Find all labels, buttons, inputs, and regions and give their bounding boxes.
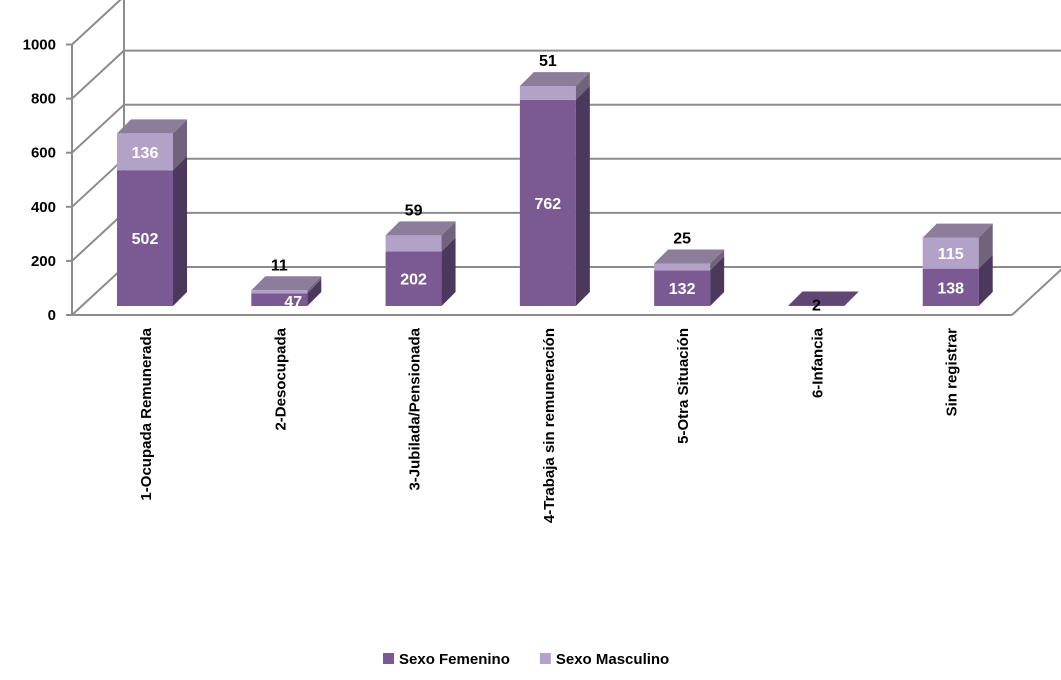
- y-axis: 0 200 400 600 800 1000: [23, 37, 72, 324]
- data-label: 138: [937, 280, 964, 297]
- bar-segment-side: [710, 249, 725, 271]
- gridline-side: [71, 158, 125, 208]
- bar-segment-front: [654, 270, 711, 306]
- bar-segment-front: [251, 293, 308, 306]
- bar-segment-front: [117, 170, 173, 306]
- bar-segment-side: [307, 279, 322, 306]
- bar-segment-side: [173, 119, 187, 171]
- legend-swatch: [383, 653, 394, 664]
- data-label: 115: [938, 246, 964, 263]
- data-label: 132: [669, 281, 696, 298]
- x-category-label: 3-Jubilada/Pensionada: [407, 327, 424, 490]
- y-tick-label: 200: [31, 253, 56, 270]
- bar-segment-front: [922, 268, 979, 306]
- bar-segment-front: [788, 305, 845, 306]
- x-category-label: 2-Desocupada: [272, 327, 289, 430]
- bar-segment-side: [844, 291, 859, 306]
- data-label: 59: [405, 202, 423, 219]
- legend: Sexo Femenino Sexo Masculino: [383, 651, 669, 668]
- x-category-label: 1-Ocupada Remunerada: [138, 327, 155, 500]
- data-label: 202: [400, 272, 427, 289]
- bar-segment-top: [788, 291, 859, 306]
- data-label: 762: [535, 196, 562, 213]
- bar-segment-side: [978, 254, 993, 306]
- data-label: 11: [271, 257, 288, 274]
- y-tick-label: 800: [31, 91, 56, 108]
- data-label: 502: [132, 231, 159, 248]
- y-tick-label: 0: [48, 307, 56, 324]
- bar-segment-side: [441, 221, 456, 252]
- bar-segment-side: [307, 276, 322, 294]
- bar-segment-front: [519, 86, 576, 100]
- x-category-label: 4-Trabaja sin remuneración: [541, 328, 558, 523]
- x-category-label: 6-Infancia: [809, 327, 826, 398]
- y-tick-label: 400: [31, 199, 56, 216]
- x-category-label: Sin registrar: [944, 328, 961, 417]
- gridline-side: [71, 266, 125, 316]
- bar-segment-side: [575, 85, 590, 306]
- data-label: 25: [673, 231, 691, 248]
- bars: [117, 72, 993, 306]
- data-labels: 502 136 47 11 202 59 762 51 132 25 2 138 115: [132, 53, 965, 314]
- legend-swatch: [539, 653, 551, 664]
- bar-segment-top: [922, 223, 993, 238]
- bar-segment-top: [117, 119, 187, 134]
- floor-right-edge: [1011, 268, 1061, 316]
- bar-segment-side: [978, 223, 993, 269]
- bar-segment-front: [385, 235, 442, 252]
- gridline-side: [71, 212, 125, 262]
- data-label: 47: [284, 294, 302, 311]
- bar-segment-front: [251, 290, 308, 294]
- gridline-side: [71, 49, 125, 100]
- legend-label: Sexo Femenino: [399, 651, 510, 668]
- data-label: 2: [812, 297, 821, 314]
- gridline-side: [71, 103, 125, 154]
- y-tick-label: 600: [31, 145, 56, 162]
- bar-segment-top: [519, 72, 590, 87]
- x-category-label: 5-Otra Situación: [675, 328, 692, 444]
- data-label: 136: [132, 145, 159, 162]
- bar-segment-front: [654, 263, 711, 271]
- bar-segment-front: [519, 99, 576, 306]
- bar-segment-side: [575, 72, 590, 100]
- legend-label: Sexo Masculino: [556, 651, 669, 668]
- gridline-side: [71, 0, 122, 46]
- gridlines: [71, 0, 1061, 316]
- data-label: 51: [539, 53, 557, 70]
- bar-segment-side: [441, 237, 456, 306]
- bar-segment-top: [654, 249, 725, 264]
- bar-segment-top: [385, 221, 456, 236]
- y-tick-label: 1000: [23, 37, 56, 54]
- bar-segment-side: [173, 156, 187, 306]
- bar-segment-side: [710, 256, 725, 306]
- bar-segment-front: [385, 251, 442, 306]
- bar-segment-top: [251, 276, 322, 291]
- x-axis: 1-Ocupada Remunerada 2-Desocupada 3-Jubila…: [138, 327, 961, 523]
- bar-segment-front: [922, 237, 979, 269]
- bar-segment-front: [117, 133, 173, 171]
